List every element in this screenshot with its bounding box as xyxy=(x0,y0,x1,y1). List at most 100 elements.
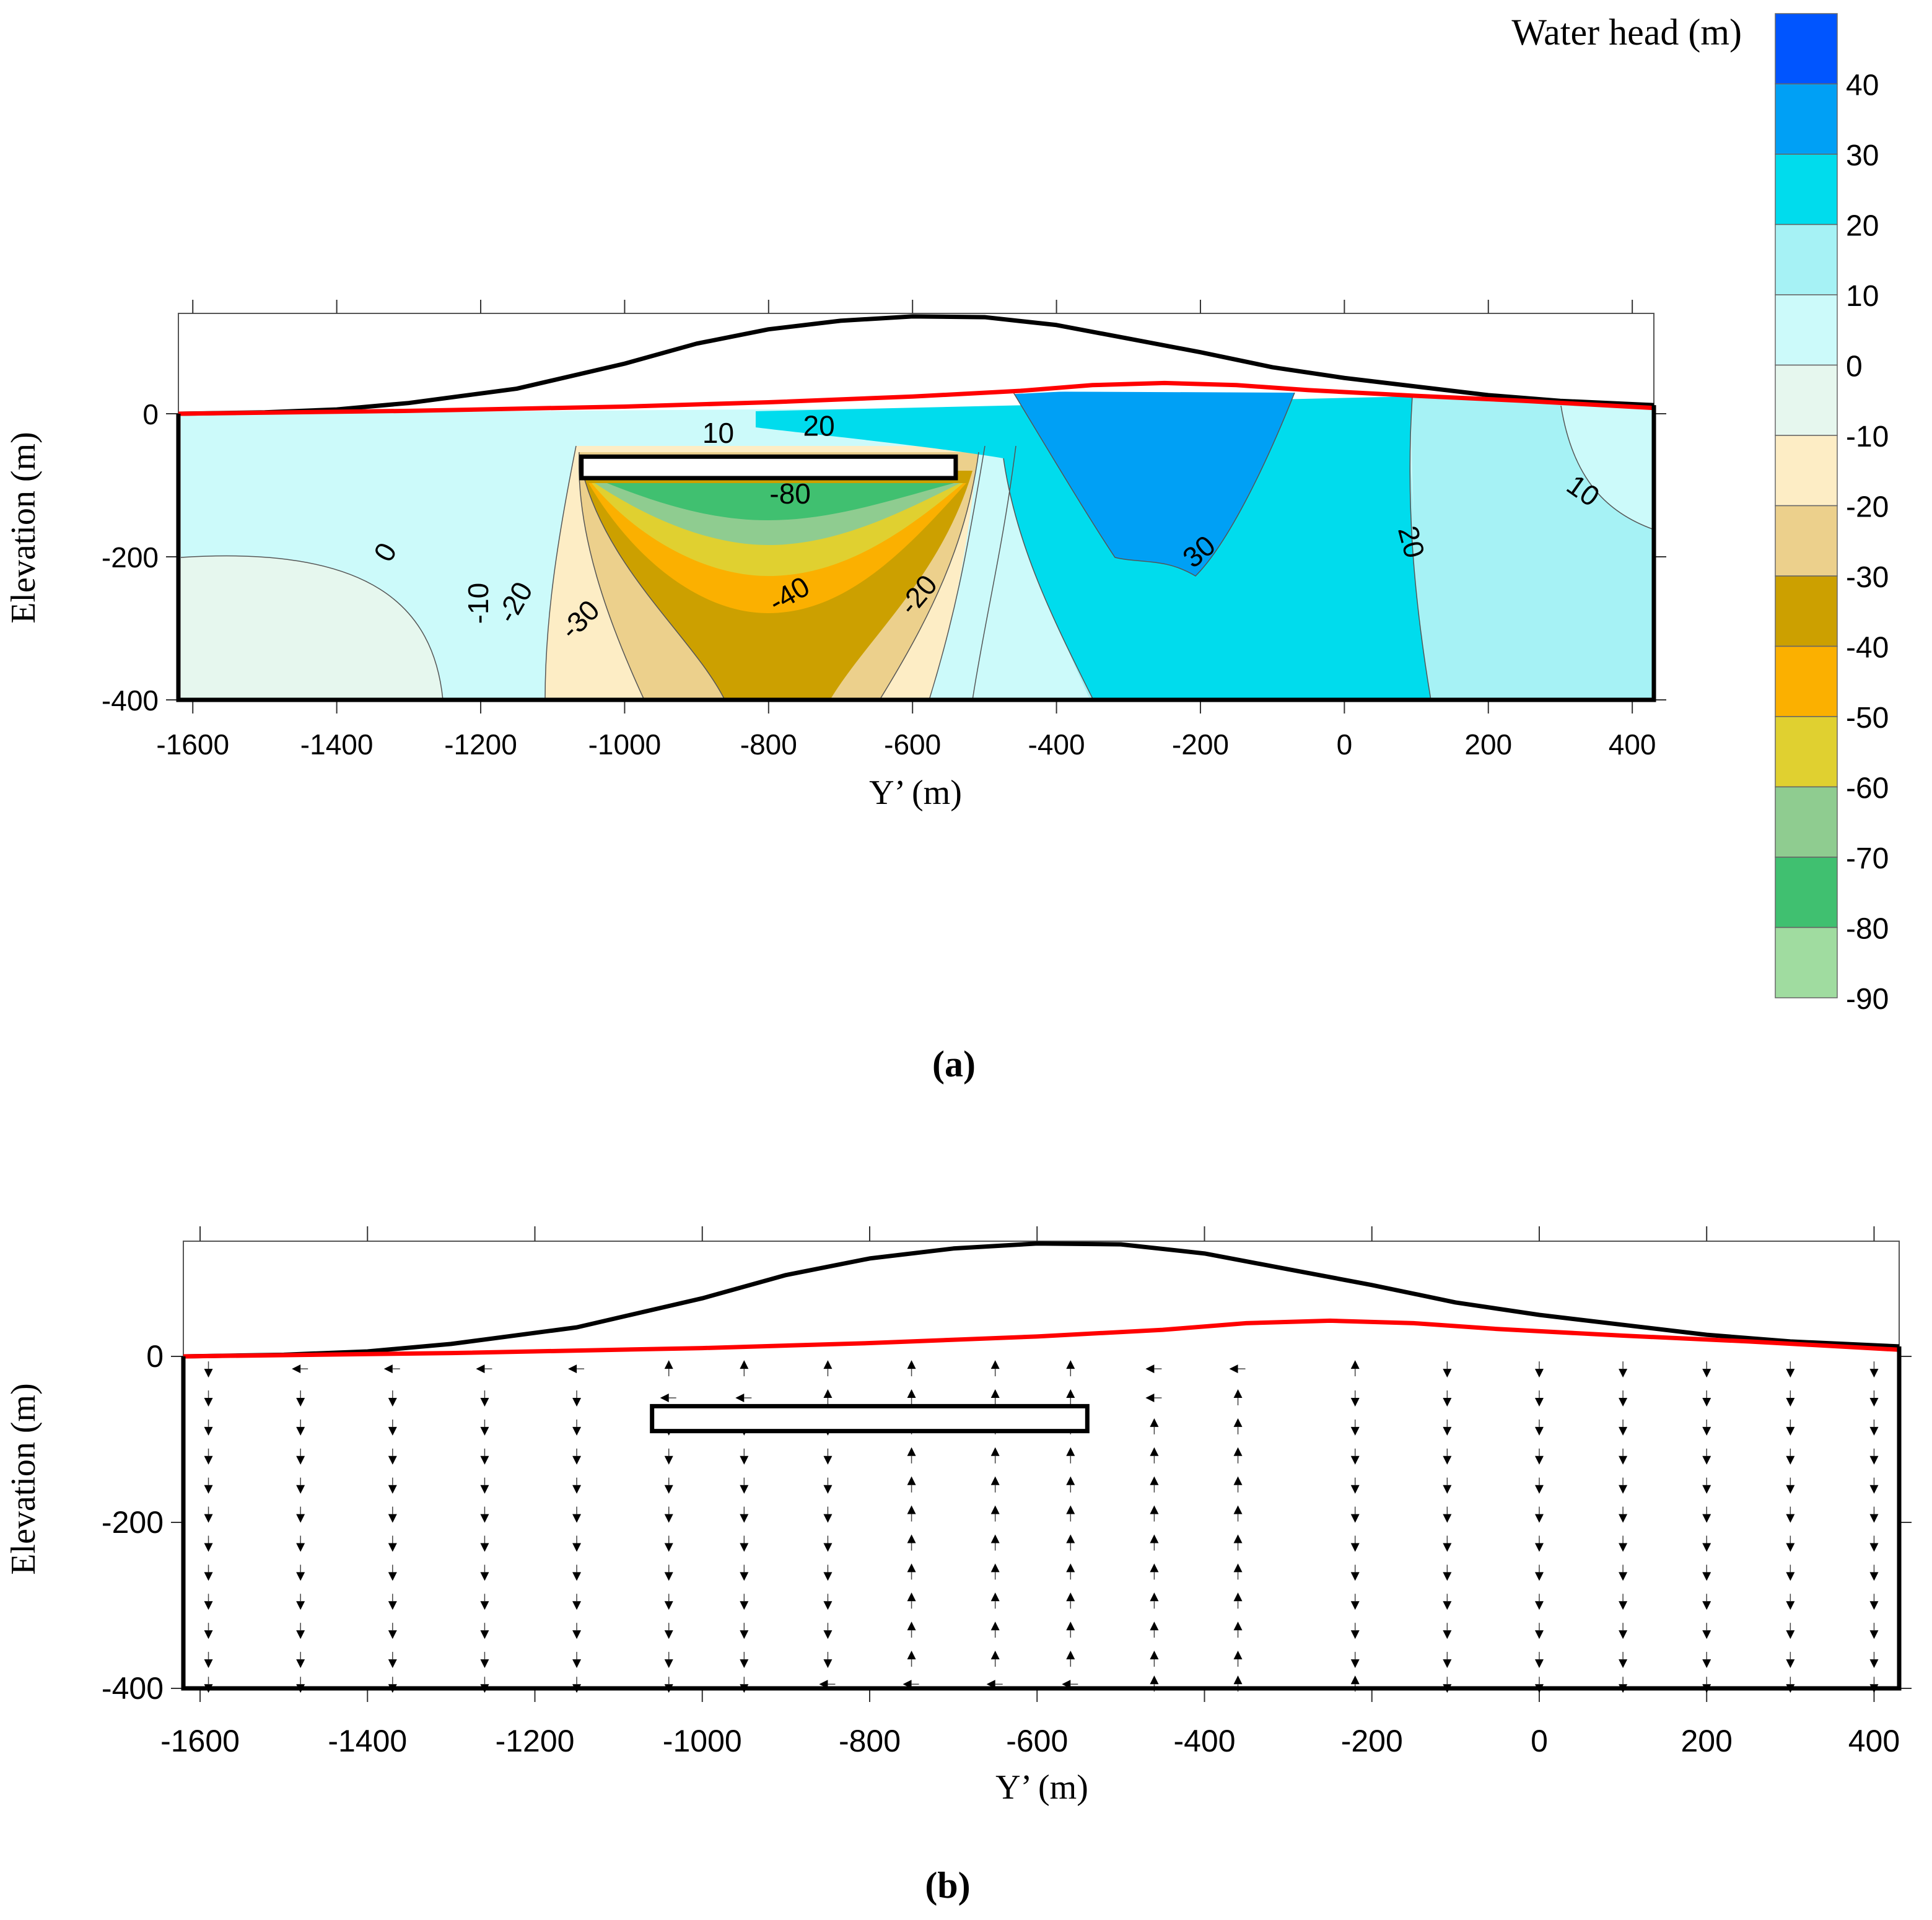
flow-vector xyxy=(383,1364,393,1374)
x-tick-label: -400 xyxy=(1173,1724,1235,1758)
flow-vector xyxy=(1534,1630,1544,1639)
flow-vector xyxy=(388,1572,397,1581)
flow-vector xyxy=(204,1630,213,1639)
flow-vector xyxy=(990,1389,1000,1398)
flow-vector xyxy=(907,1447,916,1456)
colorbar-level-label: -20 xyxy=(1846,491,1889,524)
flow-vector xyxy=(1786,1514,1795,1523)
flow-vector xyxy=(823,1455,833,1465)
contour-label: 20 xyxy=(803,409,835,442)
colorbar-title: Water head (m) xyxy=(1511,12,1742,53)
flow-vector xyxy=(1443,1426,1452,1436)
flow-vector xyxy=(568,1364,577,1374)
flow-vector xyxy=(740,1572,749,1581)
colorbar-cell xyxy=(1775,716,1838,788)
panel-a-chart: -1600 -1400 -1200 -1000 -800 -600 -400 -200 0 200… xyxy=(4,300,1666,1084)
zone-near-0-left xyxy=(181,556,443,700)
flow-vector xyxy=(1066,1621,1075,1631)
flow-vector xyxy=(1150,1418,1159,1427)
colorbar-level-label: -50 xyxy=(1846,702,1889,735)
flow-vector xyxy=(296,1601,305,1610)
flow-vector xyxy=(296,1659,305,1669)
flow-vector xyxy=(1150,1651,1159,1660)
flow-vector xyxy=(1786,1426,1795,1436)
flow-vector xyxy=(480,1426,489,1436)
colorbar-cell xyxy=(1775,224,1838,295)
flow-vector xyxy=(664,1601,673,1610)
colorbar-level-label: -70 xyxy=(1846,842,1889,875)
flow-vector xyxy=(204,1398,213,1407)
flow-vector xyxy=(823,1360,833,1369)
flow-vector xyxy=(1786,1369,1795,1378)
flow-vector xyxy=(740,1360,749,1369)
x-tick-label: -800 xyxy=(839,1724,901,1758)
flow-vector xyxy=(476,1364,485,1374)
flow-vector xyxy=(907,1621,916,1631)
flow-vector xyxy=(1233,1534,1243,1543)
x-tick-label: 200 xyxy=(1464,728,1512,761)
flow-vector xyxy=(204,1485,213,1494)
flow-vector xyxy=(740,1514,749,1523)
flow-vector xyxy=(1534,1485,1544,1494)
flow-vector xyxy=(1066,1360,1075,1369)
colorbar: Water head (m) 40 30 20 10 0 -10 -20 -30 -40 -50 -… xyxy=(1511,12,1889,1016)
colorbar-cell xyxy=(1775,154,1838,225)
flow-vector xyxy=(1702,1543,1711,1552)
flow-vector xyxy=(1534,1426,1544,1436)
flow-vector xyxy=(1869,1426,1879,1436)
flow-vector xyxy=(1066,1476,1075,1485)
flow-vector xyxy=(740,1543,749,1552)
flow-vector xyxy=(1619,1514,1628,1523)
x-tick-label: -400 xyxy=(1028,728,1085,761)
flow-vector xyxy=(1443,1601,1452,1610)
flow-vector xyxy=(204,1572,213,1581)
flow-vector xyxy=(1619,1398,1628,1407)
flow-vector xyxy=(1350,1543,1360,1552)
flow-vector xyxy=(1229,1364,1238,1374)
flow-vector xyxy=(204,1369,213,1378)
flow-vector xyxy=(1150,1621,1159,1631)
flow-vector xyxy=(1233,1418,1243,1427)
flow-vector xyxy=(1350,1630,1360,1639)
flow-vector xyxy=(664,1659,673,1669)
x-tick-label: -1200 xyxy=(496,1724,575,1758)
flow-vector xyxy=(1233,1651,1243,1660)
flow-vector xyxy=(1786,1398,1795,1407)
x-axis-label-a: Y’ (m) xyxy=(869,774,962,812)
ground-surface-line xyxy=(178,314,1654,416)
flow-vector xyxy=(572,1514,582,1523)
flow-vector xyxy=(823,1601,833,1610)
flow-vector xyxy=(1350,1572,1360,1581)
unsaturated-zone xyxy=(178,313,1654,414)
flow-vector xyxy=(572,1455,582,1465)
flow-vector xyxy=(480,1455,489,1465)
flow-vector xyxy=(572,1398,582,1407)
flow-vector xyxy=(907,1534,916,1543)
flow-vector xyxy=(1066,1592,1075,1602)
excavation-box xyxy=(650,1403,1090,1434)
flow-vector xyxy=(664,1514,673,1523)
x-tick-label: -600 xyxy=(884,728,941,761)
flow-vector xyxy=(1066,1389,1075,1398)
flow-vector xyxy=(388,1543,397,1552)
flow-vector xyxy=(296,1630,305,1639)
flow-vector xyxy=(1350,1485,1360,1494)
zone-20 xyxy=(756,396,1431,700)
flow-vector xyxy=(1702,1369,1711,1378)
x-tick-label: -1000 xyxy=(588,728,662,761)
flow-vector xyxy=(1145,1364,1155,1374)
colorbar-level-label: -30 xyxy=(1846,561,1889,594)
flow-vector xyxy=(388,1659,397,1669)
flow-vector xyxy=(1150,1534,1159,1543)
flow-vector xyxy=(1534,1369,1544,1378)
flow-vector xyxy=(1619,1659,1628,1669)
x-tick-label: -600 xyxy=(1006,1724,1068,1758)
flow-vector xyxy=(1066,1534,1075,1543)
colorbar-cell xyxy=(1775,294,1838,366)
flow-vector xyxy=(1534,1601,1544,1610)
flow-vector xyxy=(823,1630,833,1639)
ground-surface-line xyxy=(183,1241,1900,1359)
y-axis-label-a: Elevation (m) xyxy=(4,432,43,623)
water-table-line xyxy=(178,380,1654,416)
colorbar-level-label: 20 xyxy=(1846,210,1879,243)
